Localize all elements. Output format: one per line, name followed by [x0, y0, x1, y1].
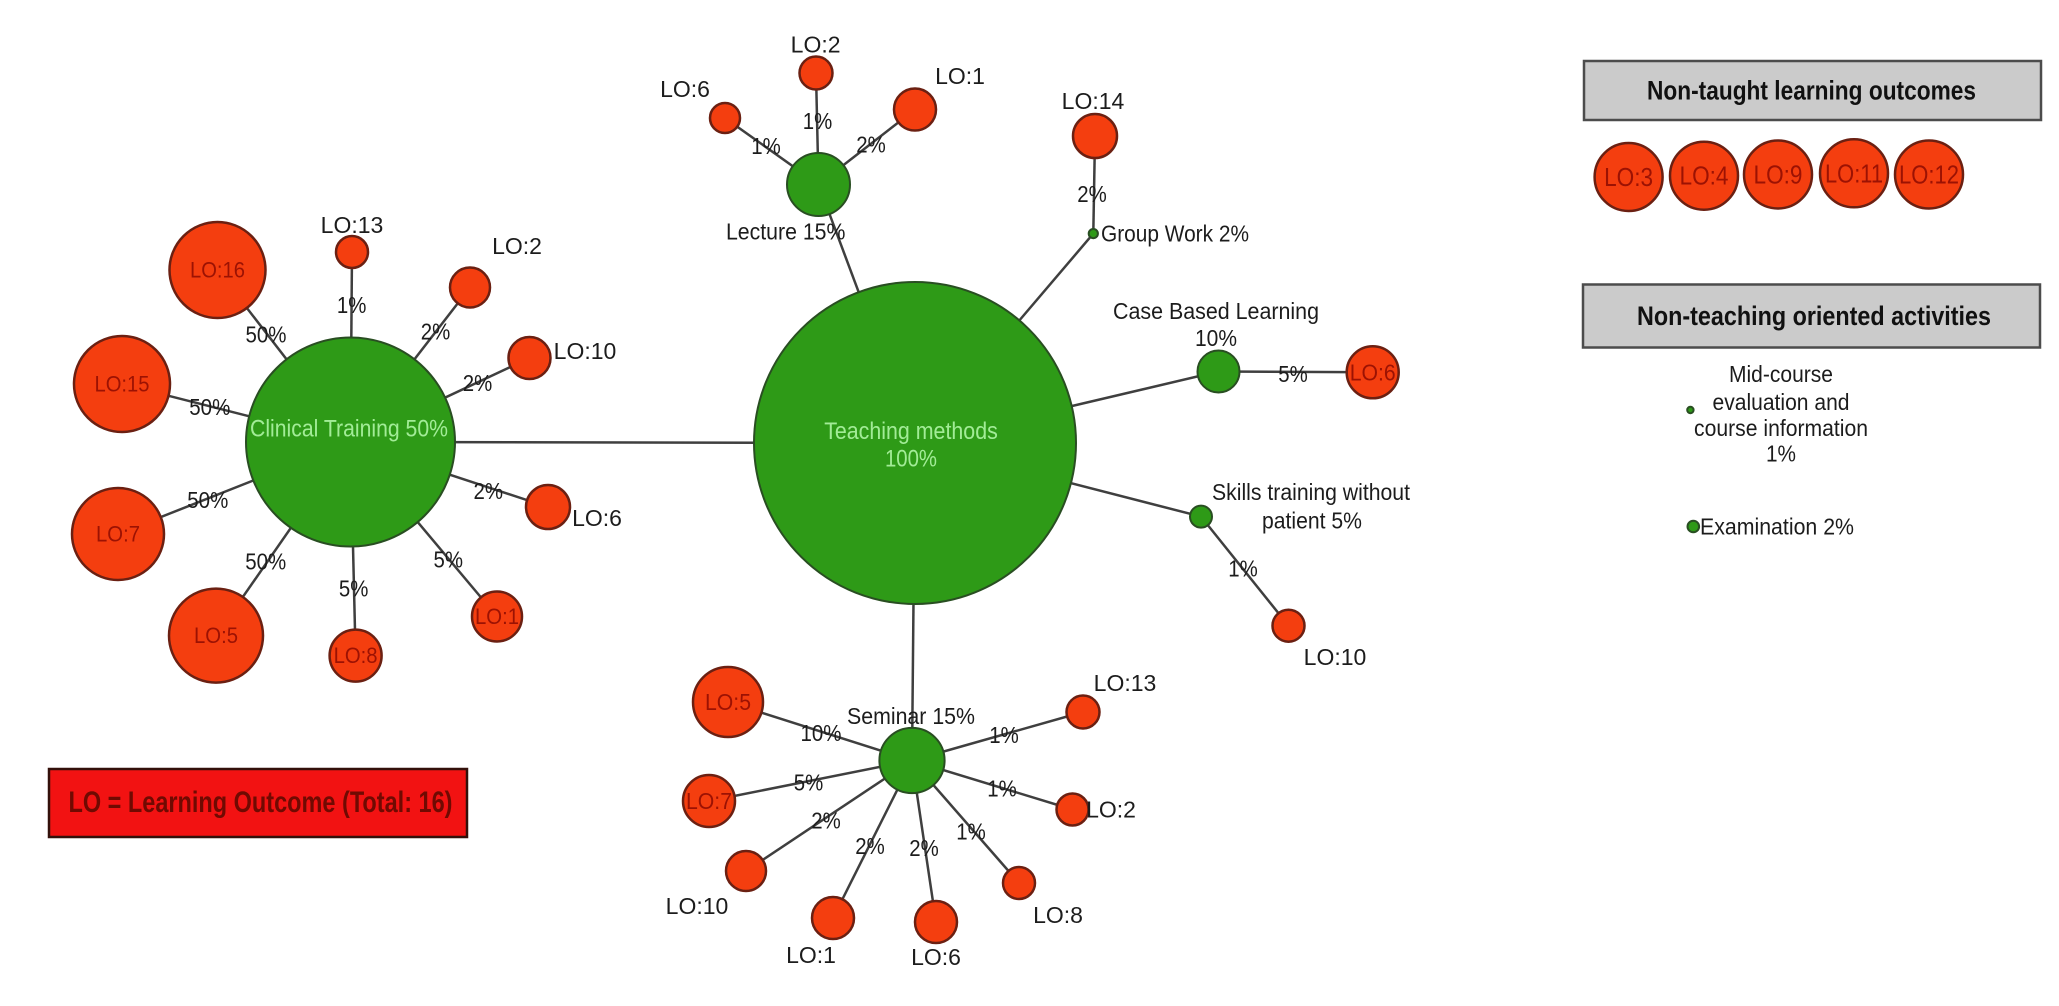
svg-text:LO:5: LO:5 [194, 623, 238, 648]
svg-text:LO:14: LO:14 [1062, 88, 1125, 114]
svg-text:LO:13: LO:13 [321, 212, 384, 238]
svg-text:LO:11: LO:11 [1825, 158, 1883, 188]
svg-text:LO:8: LO:8 [334, 643, 378, 668]
svg-text:1%: 1% [337, 292, 367, 318]
svg-text:LO:6: LO:6 [911, 944, 961, 970]
svg-text:LO:16: LO:16 [190, 258, 245, 283]
svg-text:2%: 2% [909, 835, 939, 861]
svg-text:LO:6: LO:6 [572, 505, 622, 531]
svg-text:LO:10: LO:10 [554, 338, 617, 364]
svg-text:10%: 10% [801, 720, 842, 746]
svg-text:Case Based Learning: Case Based Learning [1113, 298, 1319, 324]
svg-text:2%: 2% [474, 478, 504, 504]
svg-text:LO:7: LO:7 [96, 522, 140, 547]
svg-text:Clinical Training 50%: Clinical Training 50% [250, 416, 448, 443]
svg-text:LO:3: LO:3 [1604, 162, 1653, 192]
svg-text:LO:10: LO:10 [1304, 644, 1367, 670]
svg-text:LO:8: LO:8 [1033, 902, 1083, 928]
svg-text:LO:2: LO:2 [791, 32, 841, 58]
svg-text:LO:12: LO:12 [1899, 160, 1959, 190]
svg-text:LO:6: LO:6 [660, 76, 710, 102]
svg-text:LO:4: LO:4 [1680, 161, 1729, 191]
svg-text:5%: 5% [794, 770, 824, 796]
svg-text:100%: 100% [885, 446, 937, 473]
svg-text:1%: 1% [1228, 556, 1258, 582]
svg-text:LO:6: LO:6 [1350, 359, 1396, 385]
svg-text:LO = Learning Outcome (Total:: LO = Learning Outcome (Total: 16) [69, 786, 453, 819]
svg-text:LO:5: LO:5 [705, 689, 751, 715]
svg-text:Teaching methods: Teaching methods [824, 418, 998, 445]
svg-text:50%: 50% [245, 549, 286, 575]
svg-text:LO:2: LO:2 [492, 233, 542, 259]
svg-text:LO:7: LO:7 [686, 788, 732, 814]
svg-text:50%: 50% [187, 487, 228, 513]
svg-text:LO:2: LO:2 [1086, 797, 1136, 823]
svg-text:2%: 2% [811, 808, 841, 834]
svg-text:Group Work 2%: Group Work 2% [1101, 221, 1249, 247]
svg-text:LO:1: LO:1 [935, 63, 985, 89]
svg-text:Lecture 15%: Lecture 15% [726, 219, 846, 245]
svg-text:1%: 1% [803, 108, 833, 134]
svg-text:LO:15: LO:15 [95, 372, 150, 397]
svg-text:Mid-course: Mid-course [1729, 361, 1833, 387]
svg-text:Non-taught learning outcomes: Non-taught learning outcomes [1647, 76, 1976, 106]
svg-text:2%: 2% [855, 833, 885, 859]
svg-text:Skills training without: Skills training without [1212, 479, 1411, 505]
svg-text:LO:1: LO:1 [786, 942, 836, 968]
svg-text:2%: 2% [1077, 181, 1107, 207]
svg-text:Non-teaching oriented activiti: Non-teaching oriented activities [1637, 301, 1991, 331]
svg-text:LO:10: LO:10 [666, 893, 729, 919]
svg-text:1%: 1% [751, 133, 781, 159]
svg-text:2%: 2% [463, 370, 493, 396]
svg-text:evaluation and: evaluation and [1713, 389, 1850, 415]
svg-text:50%: 50% [246, 322, 287, 348]
svg-text:Seminar 15%: Seminar 15% [847, 703, 975, 729]
svg-text:2%: 2% [421, 319, 451, 345]
svg-text:1%: 1% [1766, 440, 1796, 466]
svg-text:Examination 2%: Examination 2% [1700, 514, 1854, 540]
svg-text:50%: 50% [189, 394, 230, 420]
svg-text:10%: 10% [1195, 325, 1237, 351]
svg-text:2%: 2% [856, 132, 886, 158]
svg-text:patient 5%: patient 5% [1262, 508, 1362, 534]
svg-text:1%: 1% [987, 776, 1017, 802]
svg-text:LO:9: LO:9 [1754, 160, 1803, 190]
svg-text:5%: 5% [339, 576, 369, 602]
svg-text:5%: 5% [1278, 361, 1308, 387]
svg-text:LO:1: LO:1 [475, 604, 519, 629]
svg-text:5%: 5% [434, 547, 464, 573]
svg-text:1%: 1% [989, 722, 1019, 748]
svg-text:1%: 1% [956, 819, 986, 845]
svg-text:course information: course information [1694, 415, 1868, 441]
svg-text:LO:13: LO:13 [1094, 670, 1157, 696]
